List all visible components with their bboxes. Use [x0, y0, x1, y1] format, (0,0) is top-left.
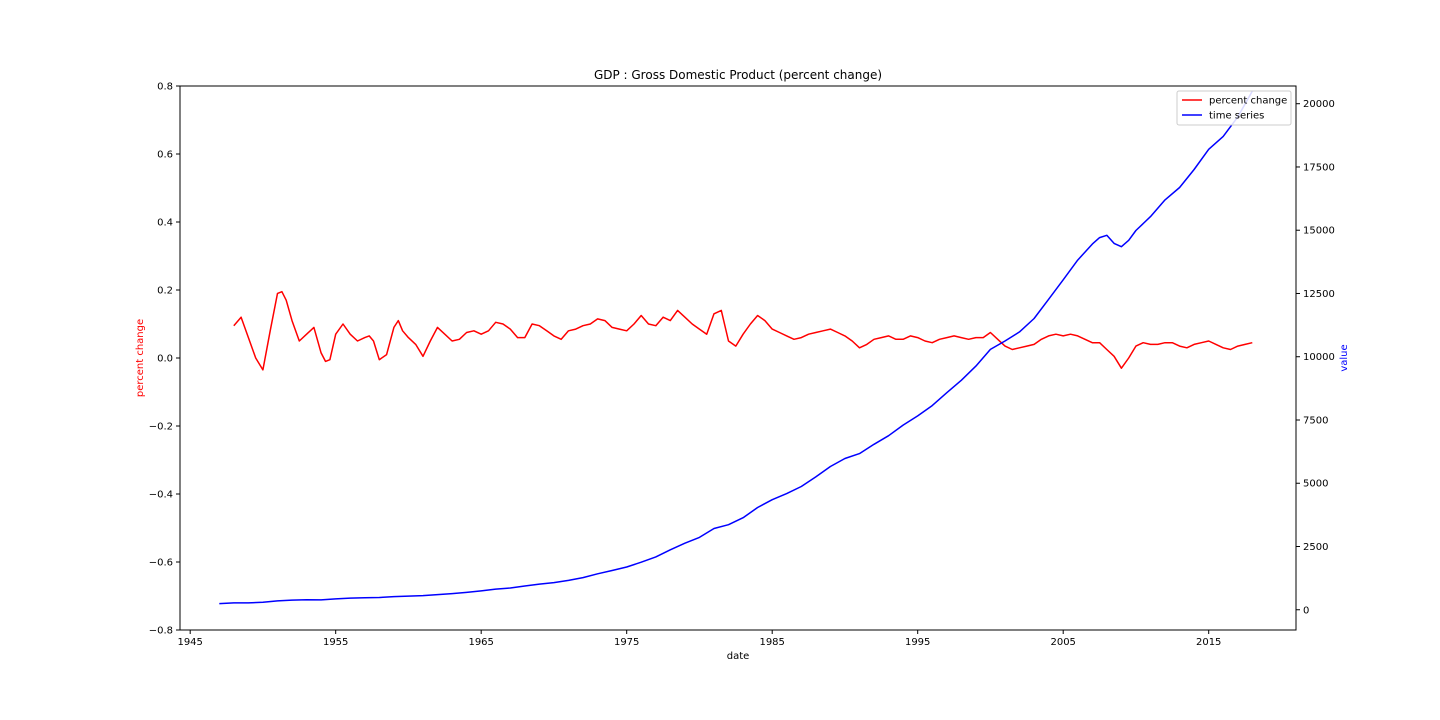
left-y-axis-label: percent change	[135, 319, 146, 397]
left-y-axis-ticks: −0.8 −0.6 −0.4 −0.2 0.0 0.2 0.4 0.6 0.8	[149, 82, 180, 637]
x-tick-label: 1995	[905, 637, 930, 648]
series-line-percent-change	[233, 290, 1253, 371]
x-axis-label: date	[727, 651, 750, 662]
right-y-tick-label: 2500	[1303, 542, 1328, 553]
x-tick-label: 1955	[323, 637, 348, 648]
left-y-tick-label: 0.2	[157, 286, 173, 297]
right-y-tick-label: 12500	[1303, 289, 1335, 300]
x-tick-label: 1965	[468, 637, 493, 648]
right-y-axis-ticks: 0 2500 5000 7500 10000 12500 15000 17500 20000	[1296, 99, 1335, 616]
left-y-tick-label: 0.0	[157, 354, 173, 365]
legend-label-percent-change: percent change	[1209, 96, 1287, 107]
legend-box	[1176, 90, 1292, 126]
legend-label-time-series: time series	[1209, 111, 1264, 122]
left-y-tick-label: 0.4	[157, 218, 173, 229]
right-y-tick-label: 17500	[1303, 162, 1335, 173]
right-y-tick-label: 5000	[1303, 479, 1328, 490]
legend: percent change time series	[1176, 90, 1292, 126]
left-y-tick-label: −0.4	[149, 490, 173, 501]
x-tick-label: 1985	[759, 637, 784, 648]
left-y-tick-label: 0.8	[157, 82, 173, 93]
series-layer	[219, 90, 1253, 605]
x-tick-label: 1945	[177, 637, 202, 648]
x-tick-label: 2005	[1050, 637, 1075, 648]
right-y-tick-label: 10000	[1303, 352, 1335, 363]
left-y-tick-label: −0.2	[149, 422, 173, 433]
x-tick-label: 2015	[1196, 637, 1221, 648]
right-y-tick-label: 0	[1303, 605, 1309, 616]
x-axis-ticks: 1945 1955 1965 1975 1985 1995 2005 2015	[177, 630, 1221, 648]
left-y-tick-label: −0.8	[149, 626, 173, 637]
right-y-tick-label: 7500	[1303, 415, 1328, 426]
left-y-tick-label: −0.6	[149, 558, 173, 569]
right-y-tick-label: 20000	[1303, 99, 1335, 110]
right-y-axis-label: value	[1339, 344, 1350, 371]
right-y-tick-label: 15000	[1303, 226, 1335, 237]
left-y-tick-label: 0.6	[157, 150, 173, 161]
series-line-time-series	[219, 90, 1253, 605]
x-tick-label: 1975	[614, 637, 639, 648]
chart-title: GDP : Gross Domestic Product (percent ch…	[594, 68, 882, 82]
